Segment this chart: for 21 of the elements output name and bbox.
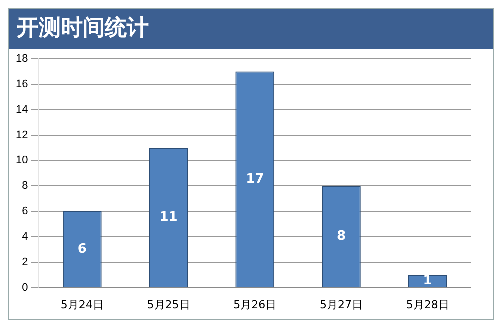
y-tick-label: 14 bbox=[16, 104, 28, 116]
x-tick-label: 5月24日 bbox=[60, 298, 104, 312]
data-label: 1 bbox=[423, 274, 432, 289]
y-tick-label: 10 bbox=[16, 154, 28, 167]
data-label: 17 bbox=[246, 172, 264, 187]
data-label: 8 bbox=[336, 229, 346, 244]
y-tick-label: 8 bbox=[22, 180, 28, 192]
x-tick-label: 5月28日 bbox=[406, 298, 450, 312]
y-tick-label: 16 bbox=[16, 78, 28, 90]
y-tick-label: 4 bbox=[22, 230, 28, 243]
chart-title: 开测时间统计 bbox=[9, 9, 493, 49]
x-tick-label: 5月25日 bbox=[147, 298, 190, 312]
x-tick-label: 5月27日 bbox=[320, 298, 363, 312]
data-label: 6 bbox=[78, 242, 87, 257]
y-tick-label: 2 bbox=[22, 256, 28, 268]
data-label: 11 bbox=[160, 210, 178, 226]
y-tick-label: 18 bbox=[16, 53, 28, 66]
y-tick-label: 0 bbox=[22, 282, 28, 294]
y-tick-label: 12 bbox=[16, 129, 28, 142]
x-tick-label: 5月26日 bbox=[234, 298, 277, 312]
y-tick-label: 6 bbox=[22, 206, 28, 218]
